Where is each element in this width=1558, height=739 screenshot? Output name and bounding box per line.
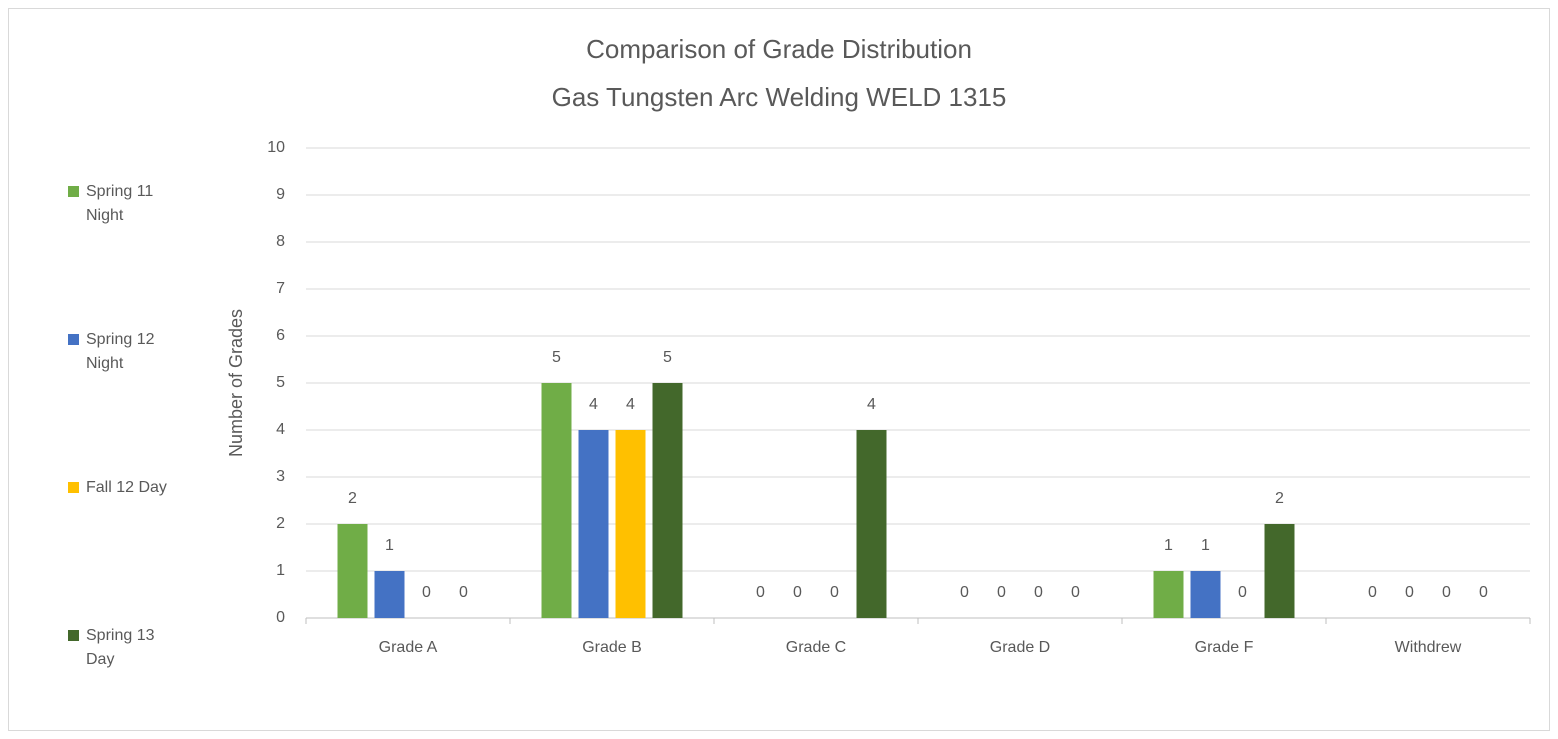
x-tick-label: Grade A: [379, 639, 438, 656]
y-tick-label: 10: [267, 139, 285, 156]
data-label: 0: [830, 584, 839, 601]
legend-label: Fall 12 Day: [86, 479, 167, 496]
x-tick-label: Grade D: [990, 639, 1050, 656]
data-label: 1: [1164, 537, 1173, 554]
bar: [1190, 571, 1221, 618]
y-tick-label: 8: [276, 233, 285, 250]
y-tick-label: 9: [276, 186, 285, 203]
legend-label: Spring 13 Day: [86, 627, 155, 668]
x-tick-label: Grade C: [786, 639, 846, 656]
data-label: 0: [1238, 584, 1247, 601]
legend-item: Spring 11 Night: [68, 180, 178, 228]
y-tick-label: 0: [276, 609, 285, 626]
bar: [652, 383, 683, 618]
data-label: 0: [997, 584, 1006, 601]
legend-swatch: [68, 186, 79, 197]
bar: [374, 571, 405, 618]
bar: [337, 524, 368, 618]
legend-swatch: [68, 630, 79, 641]
data-label: 0: [793, 584, 802, 601]
data-label: 0: [1368, 584, 1377, 601]
data-label: 4: [867, 396, 876, 413]
data-label: 0: [459, 584, 468, 601]
legend-item: Spring 12 Night: [68, 328, 178, 376]
y-tick-label: 5: [276, 374, 285, 391]
legend-item: Fall 12 Day: [68, 476, 178, 500]
y-tick-label: 3: [276, 468, 285, 485]
data-label: 0: [756, 584, 765, 601]
legend-swatch: [68, 334, 79, 345]
bar: [1264, 524, 1295, 618]
data-label: 0: [1071, 584, 1080, 601]
data-label: 5: [663, 349, 672, 366]
data-label: 0: [1034, 584, 1043, 601]
bar: [615, 430, 646, 618]
legend-label: Spring 11 Night: [86, 183, 154, 224]
data-label: 0: [960, 584, 969, 601]
legend-label: Spring 12 Night: [86, 331, 155, 372]
data-label: 0: [422, 584, 431, 601]
y-tick-label: 4: [276, 421, 285, 438]
data-label: 0: [1479, 584, 1488, 601]
y-tick-label: 7: [276, 280, 285, 297]
bar: [541, 383, 572, 618]
y-tick-label: 2: [276, 515, 285, 532]
legend-item: Spring 13 Day: [68, 624, 178, 672]
legend-swatch: [68, 482, 79, 493]
data-label: 2: [348, 490, 357, 507]
data-label: 1: [385, 537, 394, 554]
data-label: 2: [1275, 490, 1284, 507]
data-label: 4: [589, 396, 598, 413]
x-tick-label: Grade B: [582, 639, 642, 656]
chart-subtitle: Gas Tungsten Arc Welding WELD 1315: [552, 82, 1007, 112]
x-tick-label: Withdrew: [1395, 639, 1462, 656]
chart-title: Comparison of Grade Distribution: [586, 34, 972, 64]
data-label: 1: [1201, 537, 1210, 554]
y-tick-label: 6: [276, 327, 285, 344]
y-tick-label: 1: [276, 562, 285, 579]
data-label: 0: [1405, 584, 1414, 601]
x-tick-label: Grade F: [1195, 639, 1254, 656]
bar: [1153, 571, 1184, 618]
data-label: 0: [1442, 584, 1451, 601]
data-label: 5: [552, 349, 561, 366]
y-axis-label: Number of Grades: [226, 309, 246, 457]
bar: [578, 430, 609, 618]
data-label: 4: [626, 396, 635, 413]
bar: [856, 430, 887, 618]
